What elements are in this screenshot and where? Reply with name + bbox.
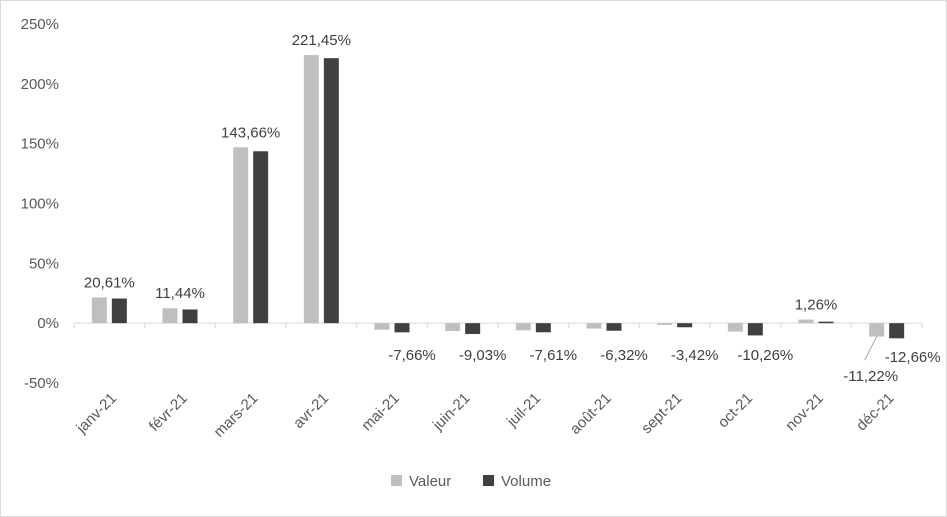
data-label-volume: -3,42% bbox=[671, 347, 719, 364]
data-label-volume: 221,45% bbox=[292, 32, 351, 49]
bar-valeur bbox=[586, 323, 602, 329]
data-label-volume: -9,03% bbox=[459, 347, 507, 364]
bar-volume bbox=[677, 323, 693, 328]
legend-label: Volume bbox=[501, 473, 551, 490]
data-label-volume: 11,44% bbox=[155, 285, 205, 302]
bar-volume bbox=[818, 321, 834, 324]
y-tick-label: 200% bbox=[21, 76, 59, 93]
y-tick-label: 150% bbox=[21, 136, 59, 153]
bar-volume bbox=[465, 323, 481, 334]
x-tick-label: mai-21 bbox=[358, 390, 402, 434]
bar-valeur bbox=[798, 319, 814, 324]
y-tick-label: 0% bbox=[37, 315, 59, 332]
data-label-volume: 1,26% bbox=[795, 297, 838, 314]
data-label-valeur: -11,22% bbox=[843, 368, 898, 385]
x-tick-label: mars-21 bbox=[211, 390, 262, 441]
data-label-volume: 143,66% bbox=[221, 124, 280, 141]
bar-valeur bbox=[162, 308, 178, 324]
bar-volume bbox=[535, 323, 551, 333]
y-tick-label: 250% bbox=[21, 16, 59, 33]
bar-volume bbox=[111, 298, 127, 324]
data-label-volume: -7,66% bbox=[388, 347, 436, 364]
data-label-volume: -12,66% bbox=[885, 349, 941, 366]
y-tick-label: 100% bbox=[21, 196, 59, 213]
bar-valeur bbox=[869, 323, 885, 337]
bar-volume bbox=[747, 323, 763, 336]
x-tick-label: nov-21 bbox=[782, 390, 826, 434]
bar-valeur bbox=[727, 323, 743, 332]
x-tick-label: févr-21 bbox=[146, 390, 191, 435]
bar-volume bbox=[606, 323, 622, 331]
bar-valeur bbox=[233, 147, 249, 324]
data-label-volume: 20,61% bbox=[84, 274, 135, 291]
x-tick-label: déc-21 bbox=[853, 390, 897, 434]
legend-swatch-volume bbox=[483, 475, 494, 486]
data-label-volume: -6,32% bbox=[600, 347, 648, 364]
y-tick-label: 50% bbox=[29, 255, 59, 272]
bar-valeur bbox=[515, 323, 531, 331]
bar-volume bbox=[889, 323, 905, 339]
bar-valeur bbox=[374, 323, 390, 330]
bar-volume bbox=[253, 151, 269, 324]
x-tick-label: juin-21 bbox=[429, 390, 474, 435]
x-tick-label: août-21 bbox=[567, 390, 615, 438]
x-tick-label: juil-21 bbox=[503, 390, 544, 431]
data-label-volume: -10,26% bbox=[737, 347, 793, 364]
bar-valeur bbox=[303, 55, 319, 324]
legend-label: Valeur bbox=[409, 473, 451, 490]
bar-valeur bbox=[91, 297, 107, 324]
x-tick-label: avr-21 bbox=[290, 390, 332, 432]
bar-valeur bbox=[657, 323, 673, 325]
bar-volume bbox=[182, 309, 198, 324]
x-tick-label: janv-21 bbox=[73, 390, 121, 438]
x-tick-label: oct-21 bbox=[715, 390, 757, 432]
bar-valeur bbox=[445, 323, 461, 331]
y-tick-label: -50% bbox=[24, 375, 59, 392]
legend-swatch-valeur bbox=[391, 475, 402, 486]
bar-volume bbox=[323, 58, 339, 324]
leader-line bbox=[864, 336, 878, 361]
x-tick-label: sept-21 bbox=[638, 390, 685, 437]
data-label-volume: -7,61% bbox=[530, 347, 578, 364]
bar-volume bbox=[394, 323, 410, 333]
